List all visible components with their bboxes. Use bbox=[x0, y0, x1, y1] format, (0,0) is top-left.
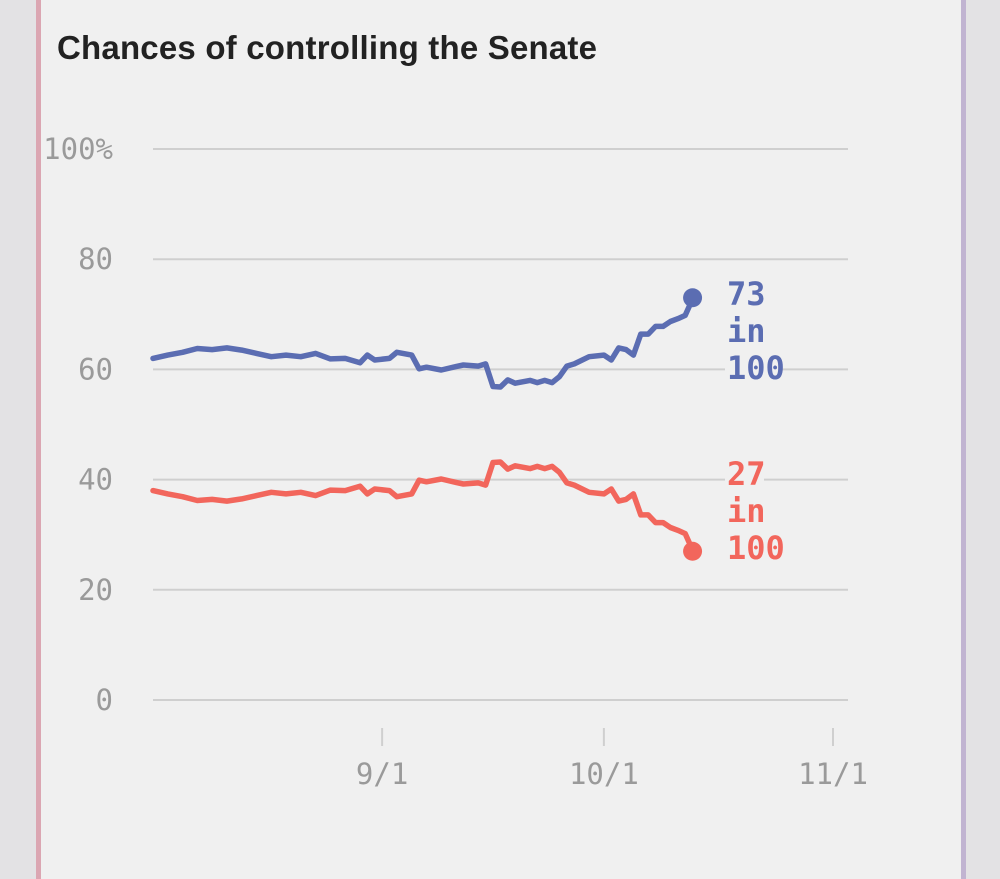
y-tick-label: 80 bbox=[78, 242, 113, 276]
end-label-bg bbox=[725, 275, 764, 309]
chart-card bbox=[36, 0, 966, 879]
x-tick-label: 10/1 bbox=[569, 757, 639, 791]
end-label-bg bbox=[725, 455, 764, 489]
x-tick-label: 11/1 bbox=[798, 757, 868, 791]
chart-title: Chances of controlling the Senate bbox=[57, 29, 598, 66]
series-end-label-1: 27 bbox=[727, 455, 766, 493]
end-label-bg bbox=[725, 529, 782, 563]
end-label-bg bbox=[725, 492, 764, 526]
series-line-1 bbox=[150, 459, 696, 553]
end-label-bg bbox=[725, 349, 782, 383]
series-end-label-0: 73 bbox=[727, 275, 766, 313]
series-end-dot-1 bbox=[683, 541, 703, 561]
y-tick-label: 100% bbox=[43, 132, 113, 166]
y-tick-label: 60 bbox=[78, 352, 113, 386]
series-end-label-0: in bbox=[727, 312, 766, 350]
series-end-dot-0 bbox=[683, 288, 703, 308]
series-end-label-1: in bbox=[727, 492, 766, 530]
series-end-label-0: 100 bbox=[727, 349, 785, 387]
end-label-bg bbox=[725, 312, 764, 346]
y-tick-label: 20 bbox=[78, 573, 113, 607]
y-tick-label: 40 bbox=[78, 463, 113, 497]
series-line-0 bbox=[150, 296, 696, 390]
series-end-label-1: 100 bbox=[727, 529, 785, 567]
x-tick-label: 9/1 bbox=[356, 757, 408, 791]
y-tick-label: 0 bbox=[96, 683, 113, 717]
